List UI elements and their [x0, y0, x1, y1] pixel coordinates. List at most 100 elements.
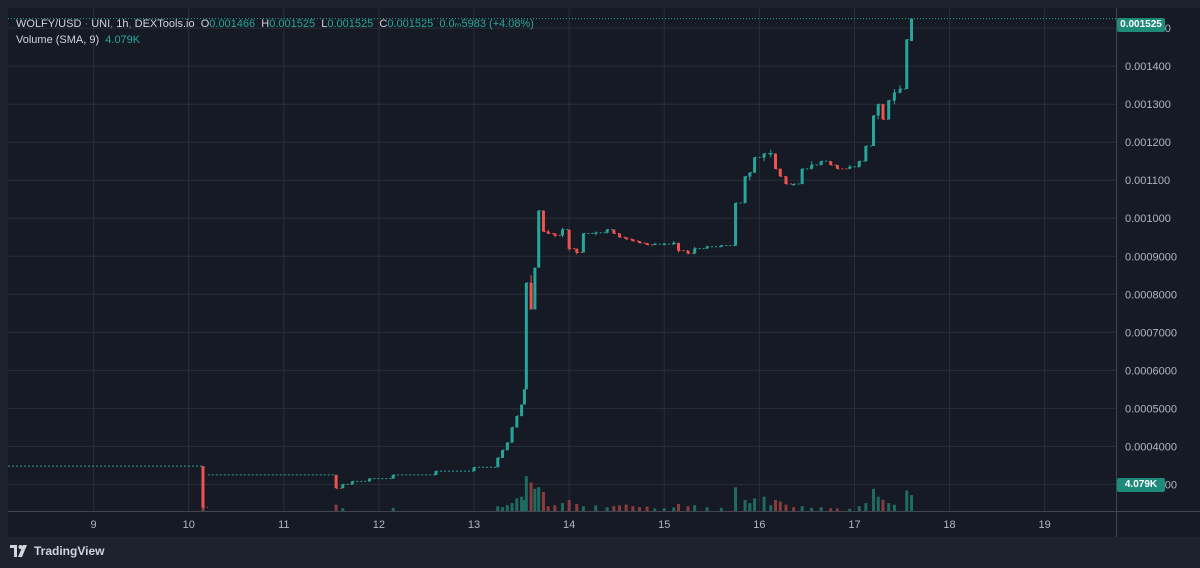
volume-bar [819, 507, 823, 511]
candle-body [871, 115, 875, 147]
price-tick-label: 0.001400 [1125, 61, 1171, 73]
legend-volume-value: 4.079K [105, 34, 141, 46]
volume-bar [553, 505, 557, 511]
volume-bar [769, 505, 773, 511]
candle [905, 39, 912, 89]
volume-bar [876, 496, 880, 511]
volume-bar [612, 506, 616, 511]
volume-badge: 4.079K [1117, 478, 1165, 492]
candle [774, 153, 781, 170]
candle [533, 267, 537, 310]
chart-pane[interactable] [8, 8, 1116, 511]
candle-body [334, 474, 338, 489]
candle-body [876, 104, 880, 116]
tradingview-branding[interactable]: TradingView [10, 544, 104, 558]
candle [848, 165, 860, 169]
candle-body [677, 242, 681, 251]
price-tick-label: 0.0005000 [1125, 403, 1177, 415]
volume-bar [792, 507, 796, 511]
candle [876, 103, 883, 120]
candle [391, 474, 436, 479]
candle-body [748, 172, 752, 177]
candle [434, 470, 475, 475]
candle [350, 480, 370, 485]
candle-body [892, 92, 896, 101]
volume-bar [496, 506, 500, 511]
candle [743, 175, 750, 204]
price-axis-labels: 0.0015000.0014000.0013000.0012000.001100… [1125, 23, 1177, 491]
candle-body [887, 100, 891, 120]
volume-bars [201, 476, 914, 511]
legend-symbol[interactable]: WOLFY/USD [16, 18, 82, 30]
volume-bar [501, 507, 505, 511]
volume-bar [677, 504, 681, 511]
candle-body [734, 203, 738, 246]
candle-body [501, 450, 505, 458]
candle [705, 245, 722, 249]
candle-body [693, 248, 697, 254]
candle [792, 183, 803, 186]
candle-body [819, 161, 823, 166]
price-tick-label: 0.0009000 [1125, 251, 1177, 263]
candle-body [529, 282, 533, 310]
price-chart [8, 8, 1116, 511]
candle [201, 466, 208, 508]
volume-bar [672, 507, 676, 511]
candle-body [522, 389, 526, 405]
volume-bar [778, 501, 782, 511]
tradingview-logo-icon [10, 545, 27, 557]
candle-body [391, 474, 395, 479]
time-tick-label: 19 [1039, 519, 1051, 531]
price-axis[interactable]: 0.0015000.0014000.0013000.0012000.001100… [1116, 8, 1200, 511]
candle [693, 246, 708, 255]
candle-body [472, 467, 476, 472]
candle [367, 478, 394, 482]
candle-body [864, 146, 868, 162]
legend-volume-label[interactable]: Volume (SMA, 9) [16, 34, 100, 46]
volume-bar [529, 482, 533, 511]
legend-ohlc-row: WOLFY/USD · UNI, 1h, DEXTools.io O0.0014… [16, 16, 534, 32]
volume-bar [857, 506, 861, 511]
candle [537, 210, 544, 268]
candle [677, 242, 689, 253]
candle-body [774, 153, 778, 169]
candle-body [910, 18, 914, 42]
time-axis[interactable]: 9 10 11 12 13 14 15 16 17 18 19 [8, 511, 1116, 537]
volume-bar [581, 506, 585, 511]
volume-bar [524, 476, 528, 511]
candle-body [810, 165, 814, 169]
candle [819, 160, 831, 166]
volume-bar [537, 487, 541, 511]
time-tick-label: 17 [848, 519, 860, 531]
candle [520, 404, 524, 416]
candle-body [719, 245, 723, 247]
candle [341, 483, 353, 489]
legend-open-label: O [200, 18, 210, 30]
axis-corner [1116, 511, 1200, 537]
volume-bar [533, 488, 537, 511]
price-tick-label: 0.001000 [1125, 213, 1171, 225]
volume-bar [910, 495, 914, 511]
volume-bar [784, 504, 788, 511]
candle [719, 244, 736, 247]
candle-body [553, 233, 557, 236]
branding-name: TradingView [34, 544, 105, 558]
legend-change: 0.0ₘ5983 (+4.08%) [439, 18, 534, 30]
volume-bar [541, 492, 545, 511]
time-tick-label: 14 [563, 519, 575, 531]
price-tick-label: 0.0007000 [1125, 327, 1177, 339]
candle-body [546, 231, 550, 234]
legend-exchange: UNI [91, 18, 111, 30]
candle-body [581, 233, 585, 253]
volume-bar [631, 506, 635, 511]
candle [857, 160, 866, 167]
volume-bar [510, 503, 514, 511]
candle [864, 145, 874, 162]
candle-body [762, 153, 766, 158]
price-tick-label: 0.001100 [1125, 175, 1170, 187]
volume-bar [871, 488, 875, 511]
candle-body [898, 88, 902, 93]
candle-body [612, 229, 616, 234]
candle-body [800, 168, 804, 185]
volume-bar [748, 503, 752, 511]
